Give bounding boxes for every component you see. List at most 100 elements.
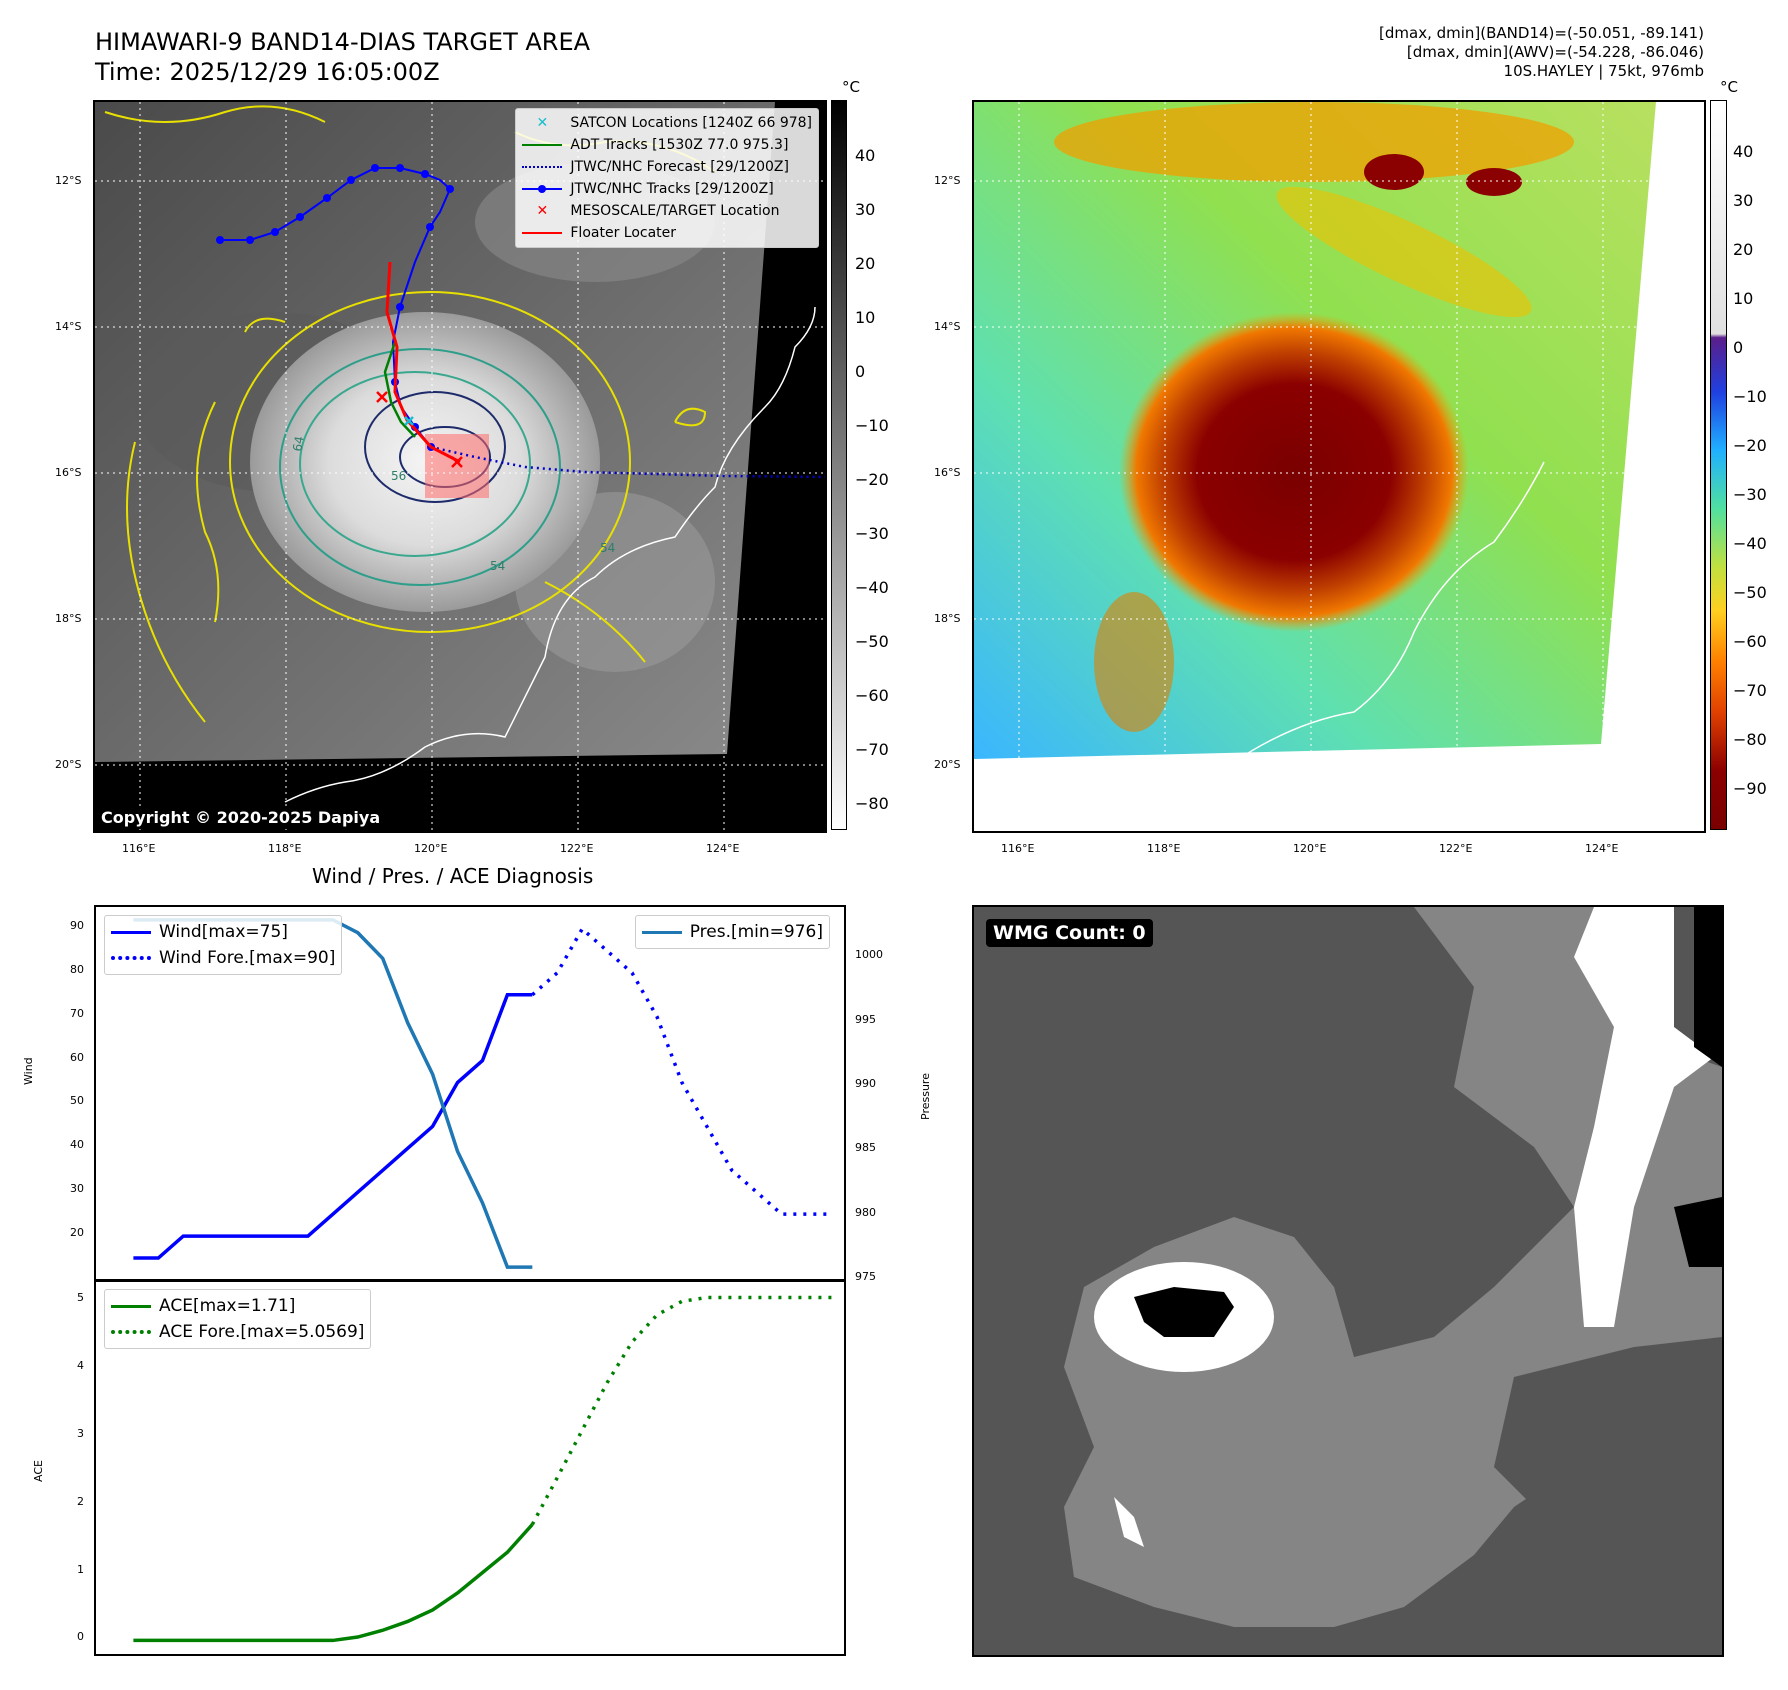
pressure-tick: 980 [855,1205,876,1219]
wind-tick: 90 [70,918,84,932]
awv-map-panel [972,100,1706,833]
legend-wind: Wind[max=75] [111,919,335,945]
colorbar-left-tick: 20 [855,254,876,273]
legend-wind-forecast: Wind Fore.[max=90] [111,945,335,971]
lat-label: 18°S [55,612,82,625]
adt-track [383,341,416,438]
lon-label: 120°E [414,842,448,855]
colorbar-right-tick: −10 [1733,387,1767,406]
lon-label: 122°E [560,842,594,855]
colorbar-left-tick: −10 [855,416,889,435]
coastline [284,306,816,803]
colorbar-left-tick: 10 [855,308,876,327]
ace-tick: 5 [77,1291,84,1305]
colorbar-left-tick: −30 [855,524,889,543]
figure-time: Time: 2025/12/29 16:05:00Z [95,58,440,86]
contour-label: 64 [290,435,306,452]
lat-label: 18°S [934,612,961,625]
colorbar-left-tick: −80 [855,794,889,813]
lat-label: 14°S [55,320,82,333]
colorbar-right-tick: −50 [1733,583,1767,602]
wind-forecast-line [531,926,832,1216]
contour-label: 56 [391,469,406,483]
floater-locater-track [385,261,461,464]
awv-map-image [974,102,1704,831]
diagnosis-title: Wind / Pres. / ACE Diagnosis [312,864,594,888]
lon-label: 116°E [1001,842,1035,855]
lon-label: 122°E [1439,842,1473,855]
ace-line [133,1523,534,1643]
wmg-panel: WMG Count: 0 [972,905,1724,1657]
colorbar-left-unit: °C [842,78,860,96]
pressure-tick: 985 [855,1141,876,1155]
lat-label: 14°S [934,320,961,333]
ace-tick: 2 [77,1494,84,1508]
pressure-tick: 995 [855,1012,876,1026]
legend-jtwc-tracks: JTWC/NHC Tracks [29/1200Z] [522,178,812,200]
lon-label: 124°E [1585,842,1619,855]
pressure-axis-label: Pressure [919,1073,932,1120]
ace-forecast-line [530,1295,832,1526]
colorbar-left-tick: −50 [855,632,889,651]
wind-tick: 50 [70,1094,84,1108]
lat-label: 16°S [55,466,82,479]
info-storm: 10S.HAYLEY | 75kt, 976mb [1503,62,1704,80]
colorbar-right-tick: −60 [1733,632,1767,651]
ace-tick: 4 [77,1359,84,1373]
colorbar-left-tick: 40 [855,146,876,165]
colorbar-right-tick: −20 [1733,436,1767,455]
colorbar-right-tick: 30 [1733,191,1754,210]
wind-tick: 60 [70,1050,84,1064]
colorbar-left-tick: 0 [855,362,866,381]
colorbar-right-tick: −40 [1733,534,1767,553]
wind-tick: 80 [70,962,84,976]
ace-tick: 3 [77,1426,84,1440]
ace-legend: ACE[max=1.71] ACE Fore.[max=5.0569] [104,1289,372,1349]
target-area-box [425,434,489,498]
colorbar-right-tick: −70 [1733,681,1767,700]
lat-label: 20°S [55,758,82,771]
legend-mesoscale: ✕ MESOSCALE/TARGET Location [536,203,780,219]
lat-label: 20°S [934,758,961,771]
colorbar-right-tick: 40 [1733,142,1754,161]
copyright-label: Copyright © 2020-2025 Dapiya [97,806,385,829]
wind-line [133,993,533,1260]
contour-label: 54 [600,541,615,555]
colorbar-left-tick: −40 [855,578,889,597]
lon-label: 118°E [268,842,302,855]
wind-legend: Wind[max=75] Wind Fore.[max=90] [104,915,343,975]
legend-pressure: Pres.[min=976] [689,922,823,942]
map-legend: ✕ SATCON Locations [1240Z 66 978] ADT Tra… [515,108,819,248]
legend-adt: ADT Tracks [1530Z 77.0 975.3] [522,134,812,156]
ace-tick: 1 [77,1562,84,1576]
colorbar-right-unit: °C [1720,78,1738,96]
colorbar-right-tick: −30 [1733,485,1767,504]
wind-pressure-panel: Wind[max=75] Wind Fore.[max=90] Pres.[mi… [94,905,846,1282]
wind-tick: 40 [70,1138,84,1152]
colorbar-left [831,100,847,830]
ace-tick: 0 [77,1630,84,1644]
wmg-image [974,907,1722,1655]
legend-ace-forecast: ACE Fore.[max=5.0569] [111,1319,364,1345]
ace-axis-label: ACE [32,1460,45,1482]
mesoscale-target-marker [376,391,463,468]
colorbar-right-tick: 0 [1733,338,1744,357]
contour-label: 54 [490,559,505,573]
ir-map-panel: 64 56 54 54 [93,100,827,833]
legend-jtwc-forecast: JTWC/NHC Forecast [29/1200Z] [522,156,812,178]
info-band14: [dmax, dmin](BAND14)=(-50.051, -89.141) [1379,24,1704,42]
ace-panel: ACE[max=1.71] ACE Fore.[max=5.0569] [94,1279,846,1656]
wind-axis-label: Wind [22,1057,35,1085]
colorbar-left-tick: −60 [855,686,889,705]
ace-plot [133,1295,832,1643]
lon-label: 116°E [122,842,156,855]
wind-tick: 20 [70,1226,84,1240]
lon-label: 120°E [1293,842,1327,855]
lat-label: 12°S [55,174,82,187]
wind-tick: 30 [70,1182,84,1196]
figure-title: HIMAWARI-9 BAND14-DIAS TARGET AREA [95,28,591,56]
wmg-count-badge: WMG Count: 0 [986,919,1153,947]
colorbar-right-tick: −80 [1733,730,1767,749]
jtwc-forecast-track [430,445,825,479]
legend-floater: Floater Locater [522,222,812,244]
